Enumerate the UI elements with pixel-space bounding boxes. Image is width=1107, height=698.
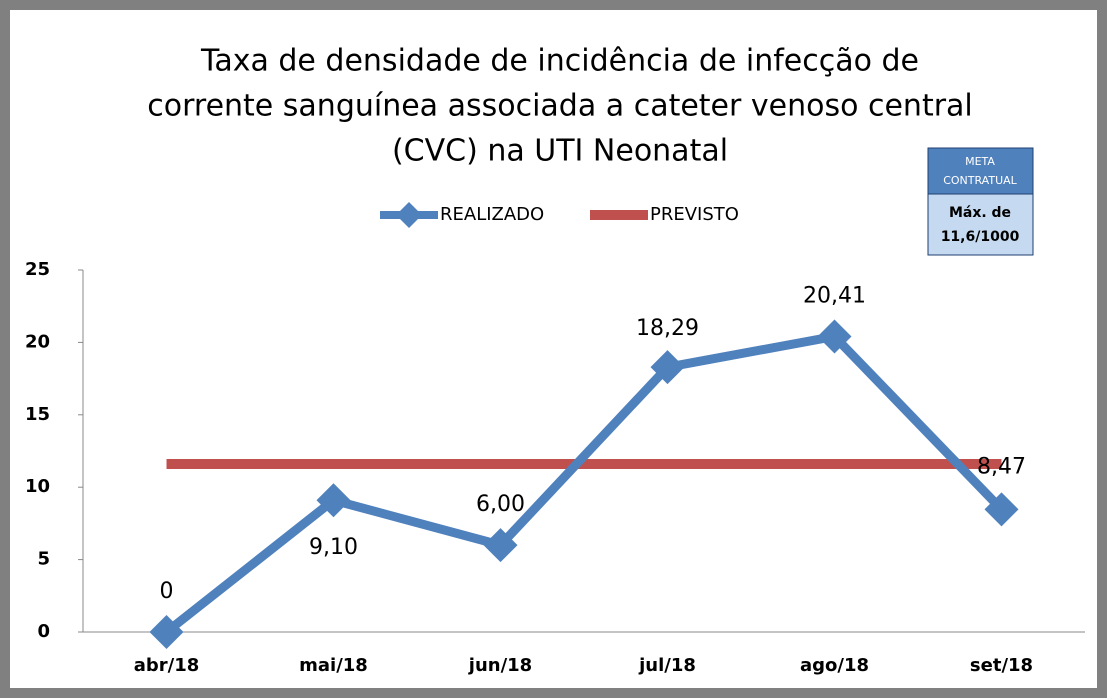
annotation-text: CONTRATUAL [943, 174, 1017, 187]
x-tick-label: ago/18 [800, 655, 869, 676]
data-label: 9,10 [309, 535, 358, 560]
data-label: 0 [160, 579, 174, 604]
annotation-header [927, 147, 1034, 195]
x-tick-label: jun/18 [468, 655, 532, 676]
annotation-text: META [965, 155, 995, 168]
chart-title: corrente sanguínea associada a cateter v… [147, 89, 973, 124]
chart-title: Taxa de densidade de incidência de infec… [200, 44, 919, 79]
point-marker [650, 350, 685, 385]
x-tick-label: abr/18 [134, 655, 200, 676]
y-tick-label: 5 [37, 549, 50, 570]
x-tick-label: mai/18 [299, 655, 368, 676]
y-tick-label: 20 [25, 331, 50, 352]
y-tick-label: 15 [25, 404, 50, 425]
chart-title: (CVC) na UTI Neonatal [392, 134, 728, 169]
legend-label: REALIZADO [440, 204, 544, 225]
annotation-body [927, 193, 1034, 256]
annotation-text: Máx. de [949, 205, 1011, 221]
y-tick-label: 25 [25, 259, 50, 280]
data-label: 8,47 [977, 454, 1026, 479]
point-marker [483, 528, 518, 563]
data-label: 18,29 [636, 316, 699, 341]
legend-marker [396, 202, 422, 228]
legend-label: PREVISTO [650, 204, 739, 225]
x-tick-label: set/18 [970, 655, 1033, 676]
y-tick-label: 10 [25, 476, 50, 497]
data-label: 20,41 [803, 283, 866, 308]
x-tick-label: jul/18 [638, 655, 696, 676]
point-marker [149, 615, 184, 649]
data-label: 6,00 [476, 492, 525, 517]
point-marker [817, 319, 852, 354]
point-marker [984, 492, 1019, 527]
annotation-text: 11,6/1000 [941, 229, 1020, 245]
line-series [163, 331, 1005, 636]
y-tick-label: 0 [37, 621, 50, 642]
point-marker [316, 483, 351, 518]
